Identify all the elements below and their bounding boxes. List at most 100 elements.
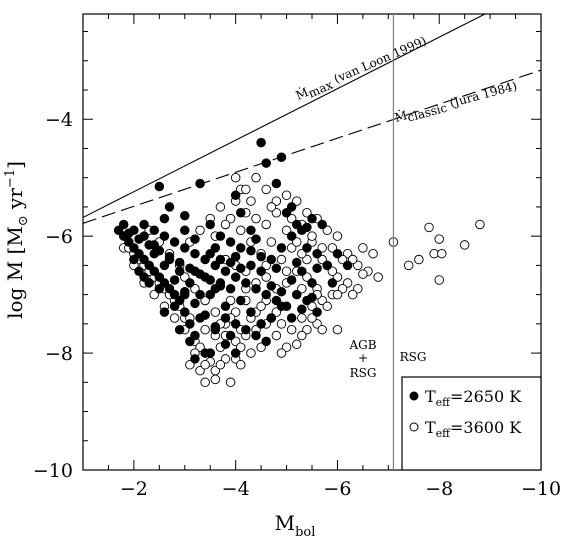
point-filled <box>124 228 134 238</box>
point-filled <box>286 313 297 323</box>
point-filled <box>195 289 205 300</box>
point-filled <box>302 222 312 233</box>
point-filled <box>174 257 185 268</box>
point-open <box>251 172 261 183</box>
point-open <box>437 248 447 259</box>
point-open <box>251 213 261 224</box>
point-filled <box>230 348 241 358</box>
point-open <box>236 225 246 236</box>
y-tick-label: −10 <box>33 460 73 482</box>
point-open <box>403 260 414 271</box>
point-open <box>266 202 277 212</box>
legend-marker-open <box>409 422 419 432</box>
point-open <box>297 313 307 323</box>
point-open <box>307 231 317 241</box>
point-filled <box>261 158 271 168</box>
point-open <box>347 289 358 300</box>
point-open <box>230 172 241 183</box>
y-axis-title: log M [M⊙ yr−1] <box>3 161 31 319</box>
point-filled <box>256 266 266 276</box>
point-filled <box>149 225 159 236</box>
point-filled <box>307 292 317 303</box>
point-filled <box>220 301 231 312</box>
point-open <box>195 225 205 236</box>
point-filled <box>246 260 256 271</box>
vanloon-line-label: Ṁmax(van Loon 1999) <box>293 33 429 106</box>
point-filled <box>185 319 195 329</box>
point-open <box>297 330 307 341</box>
point-open <box>317 324 327 335</box>
point-filled <box>327 278 338 288</box>
point-filled <box>251 284 261 294</box>
point-filled <box>180 286 190 297</box>
point-filled <box>180 225 190 236</box>
point-open <box>246 348 256 358</box>
point-filled <box>286 231 297 241</box>
point-filled <box>251 234 261 244</box>
point-filled <box>185 263 195 274</box>
point-open <box>434 234 444 244</box>
jura-line <box>83 69 541 224</box>
point-filled <box>286 202 297 212</box>
point-open <box>261 219 271 230</box>
point-filled <box>307 278 317 288</box>
point-filled <box>195 269 205 279</box>
point-open <box>434 275 444 285</box>
point-filled <box>297 266 307 276</box>
point-filled <box>230 190 241 200</box>
point-filled <box>154 284 165 294</box>
point-filled <box>169 275 180 285</box>
point-filled <box>139 219 149 230</box>
point-filled <box>256 319 266 329</box>
point-open <box>241 184 251 195</box>
vanloon-line <box>83 14 486 218</box>
point-filled <box>307 213 317 224</box>
point-filled <box>195 178 205 189</box>
point-open <box>215 360 226 370</box>
point-filled <box>271 178 282 189</box>
point-filled <box>215 231 226 241</box>
point-open <box>332 231 343 241</box>
point-open <box>291 339 302 350</box>
point-filled <box>169 301 180 312</box>
x-tick-label: −2 <box>120 478 148 500</box>
point-open <box>169 313 180 323</box>
point-open <box>281 266 292 276</box>
point-filled <box>129 254 139 265</box>
point-open <box>459 240 470 250</box>
point-filled <box>230 251 241 262</box>
point-filled <box>154 181 165 192</box>
point-filled <box>185 278 195 288</box>
point-open <box>332 289 343 300</box>
point-filled <box>236 263 246 274</box>
point-filled <box>174 266 185 276</box>
point-filled <box>246 225 256 236</box>
point-filled <box>236 208 246 218</box>
y-tick-label: −4 <box>45 109 73 131</box>
point-filled <box>332 248 343 259</box>
region-label-rsg-right: RSG <box>400 350 427 364</box>
x-axis-title: Mbol <box>275 511 316 540</box>
point-open <box>215 202 226 212</box>
point-open <box>220 219 231 230</box>
point-open <box>271 330 282 341</box>
region-label-plus: + <box>358 351 368 365</box>
point-filled <box>164 251 175 262</box>
point-open <box>424 222 434 233</box>
point-filled <box>251 330 261 341</box>
point-filled <box>256 251 266 262</box>
point-filled <box>220 339 231 350</box>
region-label-agb: AGB <box>348 338 376 352</box>
point-filled <box>169 237 180 247</box>
point-filled <box>164 202 175 212</box>
x-tick-label: −6 <box>323 478 351 500</box>
point-filled <box>256 137 266 148</box>
point-filled <box>149 240 159 250</box>
point-open <box>286 324 297 335</box>
point-filled <box>266 254 277 265</box>
point-filled <box>236 243 246 253</box>
point-open <box>276 348 287 358</box>
point-open <box>261 184 271 195</box>
point-filled <box>205 275 215 285</box>
